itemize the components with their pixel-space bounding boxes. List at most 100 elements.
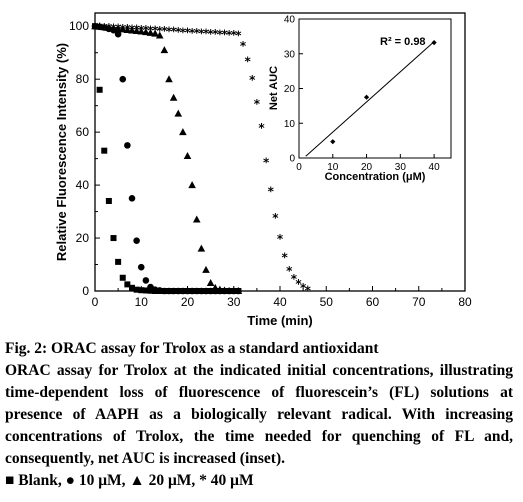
data-point-40-m: *: [235, 29, 242, 43]
data-point-40-m: *: [207, 27, 214, 41]
data-point-40-m: *: [249, 73, 256, 87]
data-point-40-m: *: [217, 27, 224, 41]
figure-caption: Fig. 2: ORAC assay for Trolox as a stand…: [5, 338, 513, 492]
data-point-40-m: *: [244, 55, 251, 69]
data-point-40-m: *: [184, 26, 191, 40]
data-point-20-m: [105, 23, 113, 31]
data-point-40-m: *: [106, 21, 113, 35]
data-point-40-m: *: [258, 121, 265, 135]
x-tick-label: 10: [135, 295, 149, 309]
data-point-20-m: [95, 22, 104, 30]
data-point-20-m: [179, 128, 187, 136]
data-point-blank: [124, 281, 131, 288]
inset-data-point: [330, 139, 336, 145]
data-point-blank: [105, 197, 112, 204]
data-point-40-m: *: [120, 22, 127, 36]
data-point-40-m: *: [254, 97, 261, 111]
x-tick-label: 30: [227, 295, 241, 309]
data-point-40-m: *: [110, 21, 117, 35]
inset-x-tick-label: 10: [327, 162, 339, 173]
data-point-20-m: [123, 25, 132, 33]
data-point-20-m: [165, 75, 173, 83]
data-point-10-m: [198, 287, 205, 295]
data-point-40-m: *: [189, 26, 196, 40]
data-point-20-m: [211, 283, 220, 291]
data-point-40-m: *: [92, 20, 99, 34]
inset-r2-annotation: R² = 0.98: [380, 36, 426, 48]
data-point-40-m: *: [203, 27, 210, 41]
data-point-blank: [119, 274, 126, 281]
inset-background: [299, 19, 451, 158]
data-point-40-m: *: [231, 28, 238, 42]
data-point-10-m: [202, 287, 210, 295]
data-point-20-m: [220, 286, 229, 294]
inset-y-tick-label: 0: [289, 154, 295, 165]
data-point-10-m: [165, 287, 173, 295]
data-point-40-m: *: [226, 28, 233, 42]
data-point-40-m: *: [124, 22, 131, 36]
data-point-blank: [115, 258, 122, 265]
data-point-20-m: [188, 181, 196, 189]
data-point-40-m: *: [129, 22, 136, 36]
data-point-20-m: [91, 22, 99, 30]
caption-title: Fig. 2: ORAC assay for Trolox as a stand…: [5, 340, 379, 357]
caption-body: ORAC assay for Trolox at the indicated i…: [5, 362, 513, 467]
inset-x-tick-label: 20: [361, 162, 373, 173]
data-point-10-m: [179, 287, 187, 295]
y-tick-label: 100: [69, 19, 89, 33]
inset-x-axis-label: Concentration (μM): [325, 171, 426, 183]
data-point-blank: [147, 287, 154, 294]
data-point-10-m: [174, 287, 182, 295]
data-point-10-m: [170, 287, 177, 295]
data-point-40-m: *: [147, 23, 154, 37]
main-y-axis-label: Relative Fluorescence Intensity (%): [54, 43, 69, 261]
data-point-20-m: [169, 93, 178, 101]
y-tick-label: 0: [82, 284, 89, 298]
data-point-40-m: *: [300, 281, 307, 295]
data-point-20-m: [160, 46, 169, 54]
data-point-20-m: [202, 265, 210, 273]
main-data-marks: ****************************************…: [91, 20, 312, 298]
main-x-axis-label: Time (min): [247, 313, 313, 328]
data-point-40-m: *: [286, 264, 293, 278]
data-point-40-m: *: [157, 24, 164, 38]
data-point-10-m: [137, 263, 145, 271]
data-point-20-m: [109, 24, 118, 32]
data-point-40-m: *: [194, 26, 201, 40]
data-point-20-m: [234, 287, 243, 294]
data-point-20-m: [151, 29, 159, 37]
x-tick-label: 20: [181, 295, 195, 309]
data-point-20-m: [142, 28, 150, 36]
data-point-20-m: [146, 28, 155, 36]
data-point-10-m: [193, 287, 201, 295]
data-point-40-m: *: [263, 155, 270, 169]
data-point-20-m: [174, 109, 183, 117]
data-point-blank: [110, 235, 117, 242]
caption-legend: ■ Blank, ● 10 μM, ▲ 20 μM, * 40 μM: [5, 472, 254, 489]
data-point-40-m: *: [161, 24, 168, 38]
data-point-10-m: [188, 287, 196, 295]
data-point-10-m: [184, 287, 191, 295]
data-point-40-m: *: [272, 211, 279, 225]
inset-x-tick-label: 0: [296, 162, 302, 173]
data-point-40-m: *: [198, 26, 205, 40]
data-point-20-m: [114, 24, 122, 32]
data-point-40-m: *: [305, 284, 312, 298]
inset-x-tick-label: 40: [429, 162, 441, 173]
data-point-20-m: [118, 25, 127, 33]
inset-y-tick-label: 10: [284, 119, 296, 130]
data-point-40-m: *: [133, 23, 140, 37]
data-point-40-m: *: [101, 21, 108, 35]
inset-y-tick-label: 20: [284, 84, 296, 95]
inset-y-axis-label: Net AUC: [268, 66, 280, 110]
data-point-20-m: [216, 285, 224, 293]
inset-y-tick-label: 40: [284, 15, 296, 26]
data-point-40-m: *: [115, 22, 122, 36]
inset-x-tick-label: 30: [395, 162, 407, 173]
data-point-40-m: *: [281, 251, 288, 265]
y-tick-label: 80: [76, 72, 90, 86]
y-tick-label: 40: [76, 178, 90, 192]
data-point-10-m: [124, 142, 131, 149]
